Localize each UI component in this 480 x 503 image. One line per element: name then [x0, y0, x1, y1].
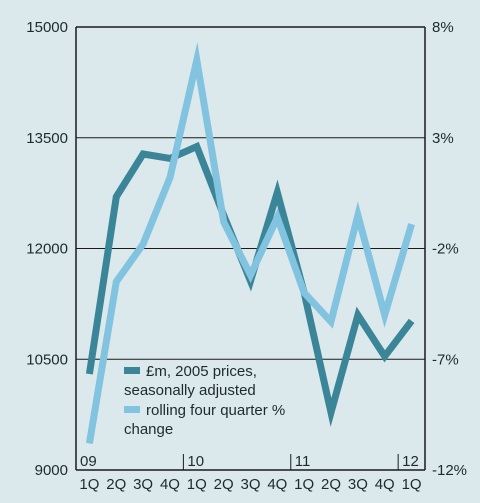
- right-tick-label: 8%: [432, 19, 454, 36]
- left-tick-label: 9000: [35, 462, 68, 479]
- year-labels: 09 10 11 12: [80, 453, 419, 470]
- left-axis-ticks: 9000 10500 12000 13500 15000: [26, 19, 68, 479]
- x-tick-label: 3Q: [240, 476, 260, 493]
- x-tick-label: 4Q: [160, 476, 180, 493]
- x-tick-label: 1Q: [187, 476, 207, 493]
- year-label: 10: [187, 453, 204, 470]
- year-label: 12: [402, 453, 419, 470]
- legend-swatch-2: [124, 406, 140, 413]
- legend-swatch-1: [124, 367, 140, 374]
- x-tick-label: 3Q: [133, 476, 153, 493]
- legend-label: rolling four quarter %: [146, 402, 285, 419]
- x-tick-label: 3Q: [348, 476, 368, 493]
- right-tick-label: -12%: [432, 462, 467, 479]
- right-axis-ticks: -12% -7% -2% 3% 8%: [432, 19, 467, 479]
- plot-frame: [75, 26, 426, 471]
- legend: £m, 2005 prices, seasonally adjusted rolli…: [124, 363, 285, 438]
- series-line-2: [85, 42, 415, 444]
- legend-label: change: [124, 421, 173, 438]
- x-tick-label: 2Q: [214, 476, 234, 493]
- x-tick-label: 1Q: [402, 476, 422, 493]
- x-tick-label: 1Q: [294, 476, 314, 493]
- x-axis-ticks: 1Q 2Q 3Q 4Q 1Q 2Q 3Q 4Q 1Q 2Q 3Q 4Q 1Q: [79, 476, 421, 493]
- left-tick-label: 13500: [26, 130, 68, 147]
- left-tick-label: 10500: [26, 351, 68, 368]
- right-tick-label: -7%: [432, 351, 459, 368]
- year-label: 09: [80, 453, 97, 470]
- x-tick-label: 1Q: [79, 476, 99, 493]
- right-tick-label: 3%: [432, 130, 454, 147]
- left-tick-label: 12000: [26, 241, 68, 258]
- year-dividers: [182, 454, 399, 470]
- year-label: 11: [295, 453, 311, 470]
- series-lines: [85, 42, 415, 444]
- x-tick-label: 2Q: [321, 476, 341, 493]
- x-tick-label: 4Q: [375, 476, 395, 493]
- x-tick-label: 2Q: [106, 476, 126, 493]
- left-tick-label: 15000: [26, 19, 68, 36]
- x-tick-label: 4Q: [267, 476, 287, 493]
- legend-label: £m, 2005 prices,: [146, 363, 257, 380]
- right-tick-label: -2%: [432, 241, 459, 258]
- legend-label: seasonally adjusted: [124, 382, 256, 399]
